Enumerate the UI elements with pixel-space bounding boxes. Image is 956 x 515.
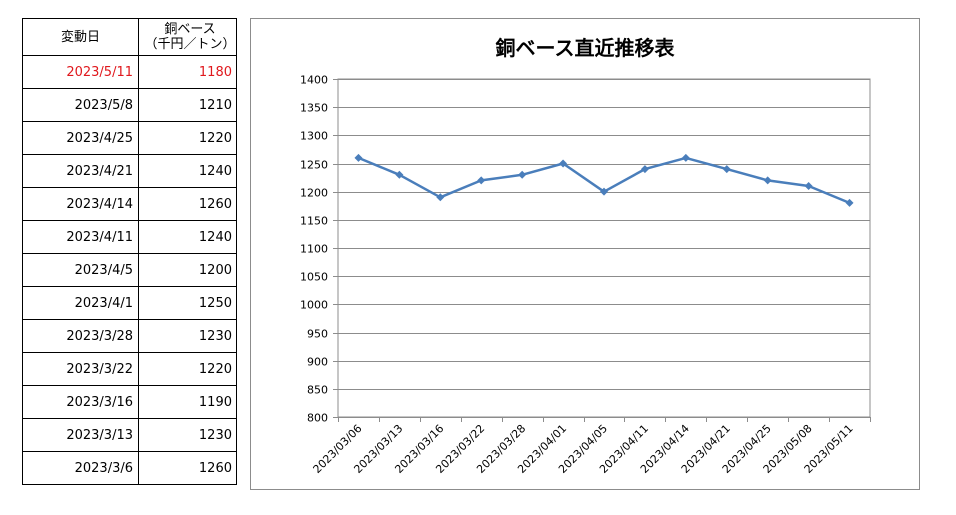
- price-table: 変動日 銅ベース （千円／トン） 2023/5/11 1180 2023/5/8 12…: [22, 18, 237, 485]
- y-tick-label: 800: [307, 412, 328, 425]
- data-point: [518, 170, 527, 179]
- table-row: 2023/3/13 1230: [22, 418, 237, 452]
- y-tick-label: 1250: [300, 159, 328, 172]
- price-cell: 1210: [138, 88, 237, 122]
- table-row: 2023/4/14 1260: [22, 187, 237, 221]
- table-row: 2023/3/16 1190: [22, 385, 237, 419]
- chart-title: 銅ベース直近推移表: [495, 36, 675, 60]
- chart-area: 銅ベース直近推移表 800 850 900 950 1000 1050 1100 1150 12…: [250, 18, 920, 490]
- date-cell: 2023/3/16: [22, 385, 139, 419]
- data-point: [395, 170, 404, 179]
- date-cell: 2023/3/28: [22, 319, 139, 353]
- y-tick-label: 1150: [300, 215, 328, 228]
- price-cell: 1230: [138, 319, 237, 353]
- table-row: 2023/3/6 1260: [22, 451, 237, 485]
- data-point: [600, 187, 608, 196]
- date-cell: 2023/4/5: [22, 253, 139, 287]
- data-point: [681, 153, 690, 162]
- date-cell: 2023/4/25: [22, 121, 139, 155]
- date-cell: 2023/3/22: [22, 352, 139, 386]
- price-cell: 1190: [138, 385, 237, 419]
- data-point: [436, 193, 445, 202]
- date-cell: 2023/4/1: [22, 286, 139, 320]
- line-chart: 800 850 900 950 1000 1050 1100 1150 1200 1250 1300…: [300, 74, 871, 476]
- date-cell: 2023/4/11: [22, 220, 139, 254]
- price-cell: 1250: [138, 286, 237, 320]
- data-point: [722, 165, 731, 174]
- table-row: 2023/5/11 1180: [22, 55, 237, 89]
- data-point: [763, 176, 772, 185]
- table-row: 2023/4/5 1200: [22, 253, 237, 287]
- table-row: 2023/3/28 1230: [22, 319, 237, 353]
- y-tick-label: 1200: [300, 187, 328, 200]
- table-row: 2023/5/8 1210: [22, 88, 237, 122]
- y-tick-label: 900: [307, 356, 328, 369]
- data-point: [477, 176, 486, 185]
- data-point: [845, 198, 854, 207]
- y-tick-label: 850: [307, 384, 328, 397]
- table-row: 2023/4/21 1240: [22, 154, 237, 188]
- data-point: [354, 153, 363, 162]
- price-cell: 1260: [138, 451, 237, 485]
- price-cell: 1230: [138, 418, 237, 452]
- table-header-row: 変動日 銅ベース （千円／トン）: [22, 18, 237, 56]
- price-cell: 1220: [138, 352, 237, 386]
- data-point: [640, 165, 649, 174]
- y-tick-label: 1300: [300, 130, 328, 143]
- y-tick-label: 1000: [300, 299, 328, 312]
- table-row: 2023/4/1 1250: [22, 286, 237, 320]
- header-price-label: 銅ベース: [164, 22, 216, 37]
- date-cell: 2023/3/13: [22, 418, 139, 452]
- y-tick-label: 1400: [300, 74, 328, 87]
- price-cell: 1200: [138, 253, 237, 287]
- table-row: 2023/3/22 1220: [22, 352, 237, 386]
- price-cell: 1240: [138, 154, 237, 188]
- table-row: 2023/4/11 1240: [22, 220, 237, 254]
- price-cell: 1260: [138, 187, 237, 221]
- y-tick-label: 1350: [300, 102, 328, 115]
- date-cell: 2023/5/8: [22, 88, 139, 122]
- price-cell: 1220: [138, 121, 237, 155]
- header-price-cell: 銅ベース （千円／トン）: [138, 18, 237, 56]
- y-tick-label: 950: [307, 328, 328, 341]
- header-price-unit: （千円／トン）: [144, 37, 236, 52]
- data-point: [559, 159, 568, 168]
- price-cell: 1180: [138, 55, 237, 89]
- price-table-panel: 変動日 銅ベース （千円／トン） 2023/5/11 1180 2023/5/8 12…: [22, 18, 237, 485]
- date-cell: 2023/3/6: [22, 451, 139, 485]
- data-point: [804, 182, 813, 191]
- date-cell: 2023/4/14: [22, 187, 139, 221]
- date-cell: 2023/5/11: [22, 55, 139, 89]
- y-tick-label: 1050: [300, 271, 328, 284]
- table-row: 2023/4/25 1220: [22, 121, 237, 155]
- y-tick-label: 1100: [300, 243, 328, 256]
- date-cell: 2023/4/21: [22, 154, 139, 188]
- price-table-body: 変動日 銅ベース （千円／トン） 2023/5/11 1180 2023/5/8 12…: [22, 18, 237, 485]
- header-date-cell: 変動日: [22, 18, 139, 56]
- price-cell: 1240: [138, 220, 237, 254]
